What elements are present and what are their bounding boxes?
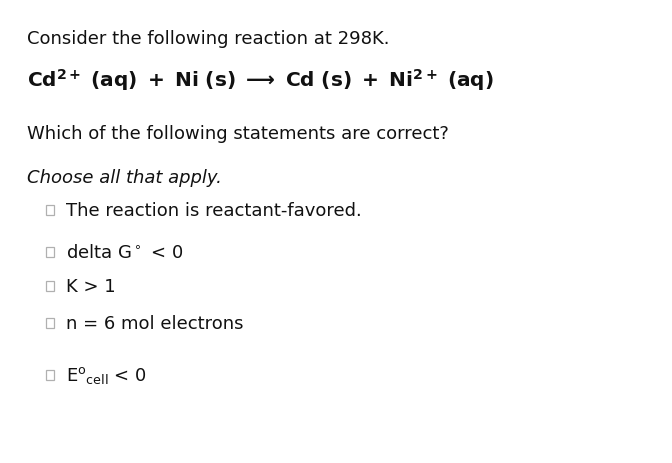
FancyBboxPatch shape: [46, 370, 54, 380]
FancyBboxPatch shape: [46, 281, 54, 291]
Text: Which of the following statements are correct?: Which of the following statements are co…: [27, 125, 449, 143]
Text: delta G$^\circ$ < 0: delta G$^\circ$ < 0: [66, 244, 183, 261]
Text: $\mathrm{E^o{_{cell}}}$ < 0: $\mathrm{E^o{_{cell}}}$ < 0: [66, 364, 146, 386]
Text: K > 1: K > 1: [66, 277, 116, 295]
FancyBboxPatch shape: [46, 206, 54, 216]
Text: Consider the following reaction at 298K.: Consider the following reaction at 298K.: [27, 30, 389, 48]
Text: The reaction is reactant-favored.: The reaction is reactant-favored.: [66, 202, 362, 219]
FancyBboxPatch shape: [46, 318, 54, 328]
FancyBboxPatch shape: [46, 247, 54, 257]
Text: Choose all that apply.: Choose all that apply.: [27, 169, 222, 187]
Text: n = 6 mol electrons: n = 6 mol electrons: [66, 314, 243, 332]
Text: $\mathbf{Cd^{2+}\ (aq)\ +\ Ni\ (s)\ \longrightarrow\ Cd\ (s)\ +\ Ni^{2+}\ (aq)}$: $\mathbf{Cd^{2+}\ (aq)\ +\ Ni\ (s)\ \lon…: [27, 67, 494, 93]
